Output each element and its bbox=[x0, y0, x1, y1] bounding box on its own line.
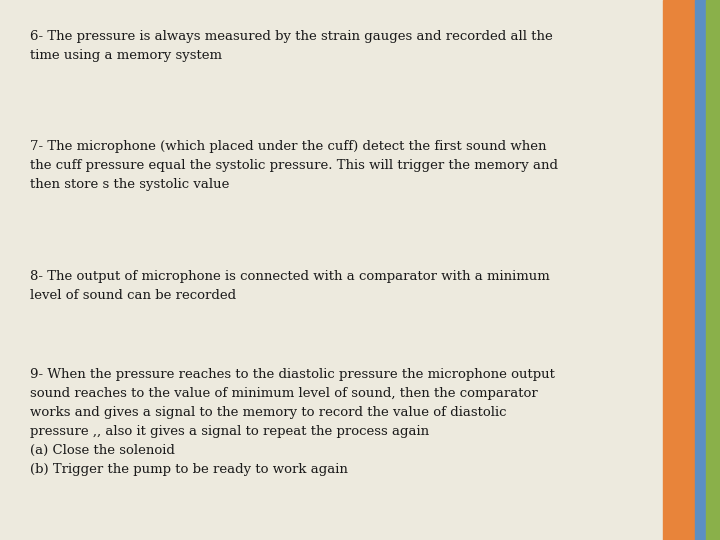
Text: level of sound can be recorded: level of sound can be recorded bbox=[30, 289, 236, 302]
Text: sound reaches to the value of minimum level of sound, then the comparator: sound reaches to the value of minimum le… bbox=[30, 387, 538, 400]
Text: time using a memory system: time using a memory system bbox=[30, 49, 222, 62]
Text: pressure ,, also it gives a signal to repeat the process again: pressure ,, also it gives a signal to re… bbox=[30, 425, 429, 438]
Text: (a) Close the solenoid: (a) Close the solenoid bbox=[30, 444, 175, 457]
Bar bbox=[663, 0, 695, 540]
Text: works and gives a signal to the memory to record the value of diastolic: works and gives a signal to the memory t… bbox=[30, 406, 506, 419]
Text: 7- The microphone (which placed under the cuff) detect the first sound when: 7- The microphone (which placed under th… bbox=[30, 140, 546, 153]
Text: 6- The pressure is always measured by the strain gauges and recorded all the: 6- The pressure is always measured by th… bbox=[30, 30, 553, 43]
Bar bbox=[695, 0, 706, 540]
Text: the cuff pressure equal the systolic pressure. This will trigger the memory and: the cuff pressure equal the systolic pre… bbox=[30, 159, 558, 172]
Bar bbox=[706, 0, 720, 540]
Text: 8- The output of microphone is connected with a comparator with a minimum: 8- The output of microphone is connected… bbox=[30, 270, 550, 283]
Text: 9- When the pressure reaches to the diastolic pressure the microphone output: 9- When the pressure reaches to the dias… bbox=[30, 368, 555, 381]
Text: (b) Trigger the pump to be ready to work again: (b) Trigger the pump to be ready to work… bbox=[30, 463, 348, 476]
Text: then store s the systolic value: then store s the systolic value bbox=[30, 178, 230, 191]
